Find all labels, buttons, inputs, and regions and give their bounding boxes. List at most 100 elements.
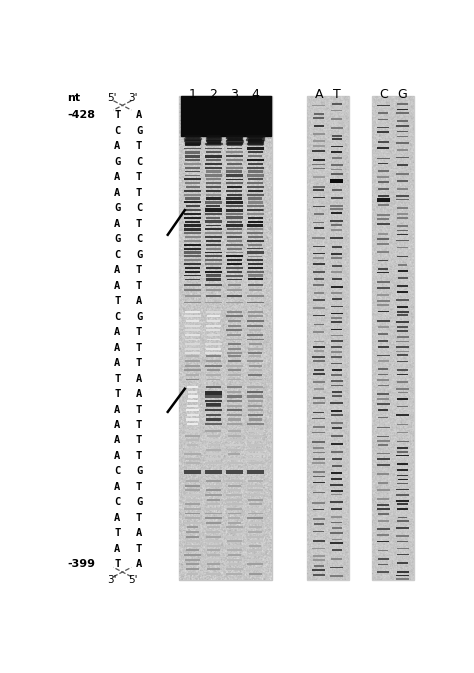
Text: 5': 5' [128, 575, 137, 585]
Bar [377, 131, 390, 133]
Text: T: T [136, 435, 142, 446]
Bar [247, 160, 264, 161]
Bar [185, 155, 200, 157]
Bar [227, 549, 242, 551]
Text: 3': 3' [128, 93, 137, 103]
Bar [330, 567, 343, 568]
Bar [187, 444, 198, 446]
Bar [184, 224, 201, 227]
Bar [377, 504, 389, 506]
Text: T: T [114, 559, 120, 569]
Bar [312, 432, 325, 433]
Bar [206, 143, 221, 146]
Bar [228, 320, 241, 322]
Bar [330, 205, 343, 207]
Text: T: T [136, 513, 142, 523]
Bar [207, 378, 219, 380]
Bar [377, 244, 389, 245]
Bar [397, 103, 408, 105]
Bar [313, 141, 325, 142]
Bar [332, 189, 342, 190]
Bar [397, 312, 409, 313]
Bar [377, 440, 390, 442]
Bar [186, 481, 199, 482]
Bar [206, 278, 220, 281]
Bar [185, 435, 200, 437]
Bar [313, 374, 325, 375]
Bar [227, 221, 242, 223]
Bar [227, 209, 242, 211]
Bar [206, 140, 221, 142]
Bar [184, 252, 201, 254]
Bar [313, 222, 324, 223]
Bar [377, 534, 389, 536]
Bar [378, 188, 389, 190]
Bar [226, 470, 243, 474]
Bar [331, 145, 343, 147]
Bar [185, 343, 200, 345]
Bar [206, 267, 220, 269]
Bar [378, 558, 389, 560]
Bar [207, 499, 219, 501]
Bar [314, 565, 324, 567]
Bar [396, 500, 409, 501]
Bar [228, 563, 241, 565]
Bar [377, 147, 389, 149]
Bar [185, 324, 200, 326]
Bar [313, 471, 325, 473]
Bar [312, 164, 325, 166]
Bar [397, 136, 408, 137]
Text: C: C [136, 157, 142, 167]
Bar [378, 550, 388, 551]
Bar [313, 559, 325, 561]
Bar [226, 275, 243, 277]
Bar [397, 406, 408, 407]
Bar [378, 417, 388, 419]
Bar [378, 118, 388, 120]
Bar [377, 508, 390, 509]
Bar [313, 575, 325, 576]
Bar [398, 180, 408, 182]
Bar [313, 190, 325, 191]
Bar [248, 400, 263, 402]
Bar [331, 351, 342, 353]
Bar [378, 513, 389, 515]
Bar [227, 508, 242, 510]
Bar [378, 346, 389, 348]
Bar [331, 306, 343, 308]
Bar [205, 462, 221, 464]
Bar [397, 108, 409, 110]
Bar [248, 414, 263, 416]
Bar [330, 238, 343, 239]
Bar [227, 136, 242, 137]
Bar [331, 558, 342, 560]
Bar [378, 268, 388, 270]
Bar [397, 217, 408, 219]
Bar [228, 324, 241, 326]
Bar [228, 360, 241, 362]
Text: T: T [136, 482, 142, 492]
Bar [377, 251, 389, 253]
Bar [377, 287, 390, 289]
Bar [378, 374, 389, 376]
Bar [206, 225, 221, 226]
Bar [377, 435, 390, 437]
Bar [378, 482, 388, 484]
Bar [248, 353, 262, 354]
Bar [397, 553, 409, 555]
Bar [398, 264, 408, 266]
Bar [248, 503, 262, 505]
Bar [313, 458, 325, 460]
Bar [397, 234, 408, 236]
Bar [185, 494, 200, 496]
Bar [397, 164, 408, 166]
Bar [313, 492, 325, 493]
Bar [313, 447, 324, 449]
Bar [313, 412, 324, 413]
Text: T: T [136, 420, 142, 430]
Bar [248, 141, 262, 143]
Bar [187, 400, 198, 402]
Text: A: A [114, 358, 120, 368]
Text: A: A [136, 559, 142, 569]
Text: T: T [114, 389, 120, 399]
